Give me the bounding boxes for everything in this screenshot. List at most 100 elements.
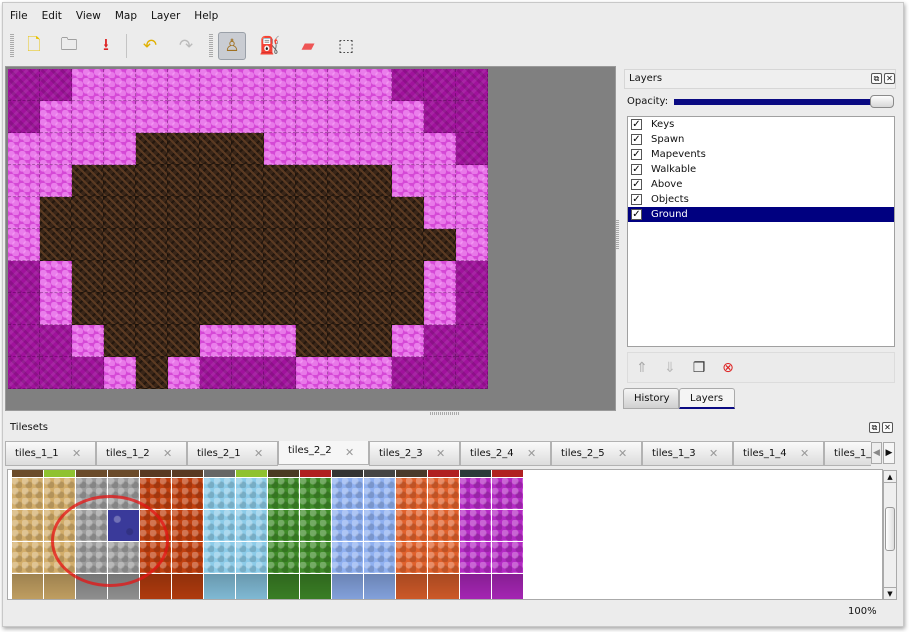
map-tile[interactable] <box>360 229 392 261</box>
tileset-tile[interactable] <box>108 542 140 574</box>
map-tile[interactable] <box>456 325 488 357</box>
layer-item[interactable]: ✓ Ground <box>628 207 894 222</box>
map-tile[interactable] <box>296 357 328 389</box>
tileset-tile[interactable] <box>460 470 492 478</box>
map-tile[interactable] <box>360 197 392 229</box>
layer-visibility-checkbox[interactable]: ✓ <box>631 209 642 220</box>
map-tile[interactable] <box>232 293 264 325</box>
layer-visibility-checkbox[interactable]: ✓ <box>631 194 642 205</box>
map-tile[interactable] <box>392 69 424 101</box>
map-tile[interactable] <box>296 165 328 197</box>
map-tile[interactable] <box>136 133 168 165</box>
tileset-view[interactable] <box>7 469 883 600</box>
layer-item[interactable]: ✓ Mapevents <box>628 147 894 162</box>
map-tile[interactable] <box>232 101 264 133</box>
map-tile[interactable] <box>72 165 104 197</box>
tileset-tile[interactable] <box>140 574 172 599</box>
tileset-tile[interactable] <box>236 478 268 510</box>
tileset-tile[interactable] <box>204 510 236 542</box>
map-tile[interactable] <box>296 197 328 229</box>
tileset-tab[interactable]: tiles_1_ <box>824 441 871 466</box>
map-tile[interactable] <box>360 101 392 133</box>
map-tile[interactable] <box>424 69 456 101</box>
tileset-tile[interactable] <box>364 470 396 478</box>
map-tile[interactable] <box>232 133 264 165</box>
tileset-tile[interactable] <box>396 542 428 574</box>
tileset-tile[interactable] <box>396 470 428 478</box>
map-tile[interactable] <box>328 133 360 165</box>
map-tile[interactable] <box>8 197 40 229</box>
tileset-tile[interactable] <box>140 470 172 478</box>
map-tile[interactable] <box>8 101 40 133</box>
map-tile[interactable] <box>456 165 488 197</box>
tileset-tile[interactable] <box>172 542 204 574</box>
tileset-tile[interactable] <box>44 542 76 574</box>
tileset-tile[interactable] <box>44 470 76 478</box>
toolbar-grip[interactable] <box>209 34 213 58</box>
map-tile[interactable] <box>264 101 296 133</box>
raise-layer-icon[interactable]: ⇑ <box>636 360 648 376</box>
map-tile[interactable] <box>456 293 488 325</box>
map-tile[interactable] <box>264 133 296 165</box>
map-tile[interactable] <box>456 197 488 229</box>
map-tile[interactable] <box>456 229 488 261</box>
map-tile[interactable] <box>232 357 264 389</box>
tileset-tile[interactable] <box>428 510 460 542</box>
map-tile[interactable] <box>168 165 200 197</box>
tileset-tile[interactable] <box>428 542 460 574</box>
tileset-tab[interactable]: tiles_1_1 ✕ <box>5 441 96 466</box>
tileset-tile[interactable] <box>12 478 44 510</box>
tileset-tile[interactable] <box>12 542 44 574</box>
map-tile[interactable] <box>264 229 296 261</box>
tab-history[interactable]: History <box>623 388 679 409</box>
tileset-tile[interactable] <box>12 470 44 478</box>
tileset-tile[interactable] <box>428 574 460 599</box>
layer-item[interactable]: ✓ Keys <box>628 117 894 132</box>
map-tile[interactable] <box>456 69 488 101</box>
tileset-tile[interactable] <box>332 510 364 542</box>
map-tile[interactable] <box>328 325 360 357</box>
map-tile[interactable] <box>72 229 104 261</box>
map-tile[interactable] <box>104 229 136 261</box>
menu-file[interactable]: File <box>10 10 28 22</box>
map-tile[interactable] <box>264 325 296 357</box>
close-tab-icon[interactable]: ✕ <box>709 447 719 460</box>
map-tile[interactable] <box>200 165 232 197</box>
map-tile[interactable] <box>40 293 72 325</box>
map-tile[interactable] <box>40 101 72 133</box>
map-tile[interactable] <box>40 165 72 197</box>
map-tile[interactable] <box>264 357 296 389</box>
close-dock-icon[interactable]: ✕ <box>884 73 895 84</box>
map-tile[interactable] <box>328 69 360 101</box>
map-tile[interactable] <box>200 101 232 133</box>
map-tile[interactable] <box>328 197 360 229</box>
tileset-tile[interactable] <box>492 470 524 478</box>
menu-map[interactable]: Map <box>114 10 138 22</box>
map-canvas[interactable] <box>8 69 488 389</box>
tileset-tile[interactable] <box>44 478 76 510</box>
map-tile[interactable] <box>264 293 296 325</box>
map-tile[interactable] <box>72 197 104 229</box>
duplicate-layer-icon[interactable]: ❐ <box>692 360 706 376</box>
opacity-slider[interactable] <box>674 99 877 105</box>
tileset-tile[interactable] <box>268 478 300 510</box>
tileset-tab[interactable]: tiles_1_3 ✕ <box>642 441 733 466</box>
tileset-tile[interactable] <box>172 470 204 478</box>
menu-edit[interactable]: Edit <box>41 10 62 22</box>
map-tile[interactable] <box>328 357 360 389</box>
tileset-tile[interactable] <box>172 478 204 510</box>
map-tile[interactable] <box>360 133 392 165</box>
map-tile[interactable] <box>104 357 136 389</box>
scroll-up-icon[interactable]: ▲ <box>884 471 896 483</box>
tileset-tab[interactable]: tiles_2_3 ✕ <box>369 441 460 466</box>
map-tile[interactable] <box>136 325 168 357</box>
map-tile[interactable] <box>360 325 392 357</box>
map-tile[interactable] <box>168 229 200 261</box>
map-tile[interactable] <box>328 165 360 197</box>
map-tile[interactable] <box>232 261 264 293</box>
close-tab-icon[interactable]: ✕ <box>436 447 446 460</box>
map-tile[interactable] <box>360 69 392 101</box>
tileset-tile[interactable] <box>300 510 332 542</box>
tileset-tile[interactable] <box>76 542 108 574</box>
map-tile[interactable] <box>328 261 360 293</box>
